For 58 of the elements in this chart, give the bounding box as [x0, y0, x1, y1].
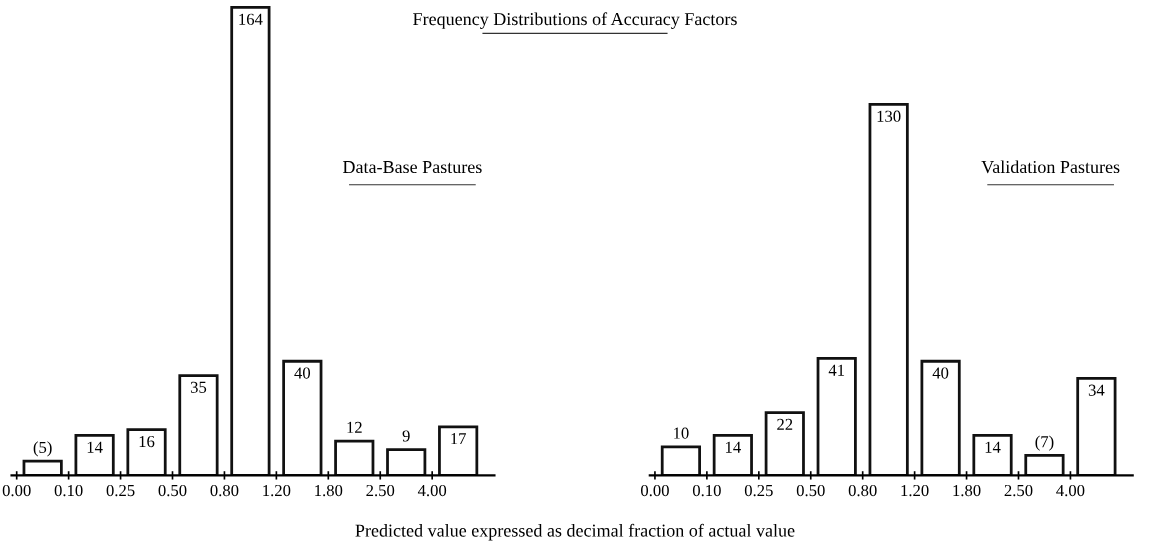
x-tick-label: 1.80: [315, 484, 343, 497]
x-tick-label: 0.50: [158, 484, 187, 497]
x-tick-label: 0.00: [2, 484, 31, 497]
data-label: 10: [674, 427, 689, 439]
bar: [126, 428, 167, 476]
x-tick-label: 1.80: [953, 484, 981, 497]
data-label: 41: [828, 364, 845, 376]
x-tick-label: 0.80: [848, 484, 877, 497]
x-tick-label: 0.25: [744, 484, 773, 497]
x-tick-label: 4.00: [417, 484, 447, 497]
text: Predicted value expressed as decimal fraction of actual value: [355, 523, 795, 541]
bar: [74, 434, 115, 476]
bar: [1076, 376, 1117, 476]
bar: [438, 425, 479, 476]
data-label: 12: [347, 421, 362, 433]
x-tick-label: 0.00: [641, 484, 669, 497]
bar: [230, 6, 271, 476]
bar: [386, 448, 427, 476]
bar: [178, 374, 219, 476]
text: Validation Pastures: [981, 160, 1120, 174]
data-label: 40: [932, 367, 949, 379]
data-label: 14: [87, 441, 103, 453]
bar: [712, 434, 753, 476]
x-tick-label: 2.50: [1004, 484, 1033, 497]
data-label: 14: [725, 441, 741, 453]
bar: [1024, 454, 1065, 476]
x-tick-label: 0.80: [210, 484, 239, 497]
data-label: 9: [402, 430, 410, 442]
bar: [660, 445, 701, 476]
data-label: (5): [33, 441, 52, 457]
bar: [868, 103, 909, 476]
x-tick-label: 1.20: [263, 484, 291, 497]
x-tick-label: 0.10: [692, 484, 721, 497]
x-tick-label: 1.20: [901, 484, 929, 497]
data-label: 164: [239, 13, 263, 25]
x-tick-label: 4.00: [1056, 484, 1085, 497]
bar: [920, 359, 961, 476]
data-label: 22: [777, 418, 793, 430]
text: Data-Base Pastures: [342, 161, 482, 174]
data-label: 14: [985, 441, 1001, 453]
bar: [972, 434, 1013, 476]
data-label: 34: [1088, 384, 1105, 396]
bar: [22, 459, 63, 476]
data-label: (7): [1035, 435, 1054, 451]
bar: [282, 359, 323, 476]
x-tick-label: 2.50: [366, 484, 395, 497]
x-tick-label: 0.10: [54, 484, 83, 497]
annotation: Frequency Distributions of Accuracy Factors: [413, 12, 737, 29]
data-label: 35: [190, 381, 207, 393]
x-tick-label: 0.25: [106, 484, 135, 497]
x-tick-label: 0.50: [796, 484, 825, 497]
data-label: 17: [451, 433, 466, 445]
data-label: 130: [877, 110, 901, 122]
bar: [764, 411, 805, 476]
data-label: 40: [294, 367, 311, 379]
data-label: 16: [139, 435, 155, 448]
bar: [816, 357, 857, 476]
bar: [334, 439, 375, 476]
